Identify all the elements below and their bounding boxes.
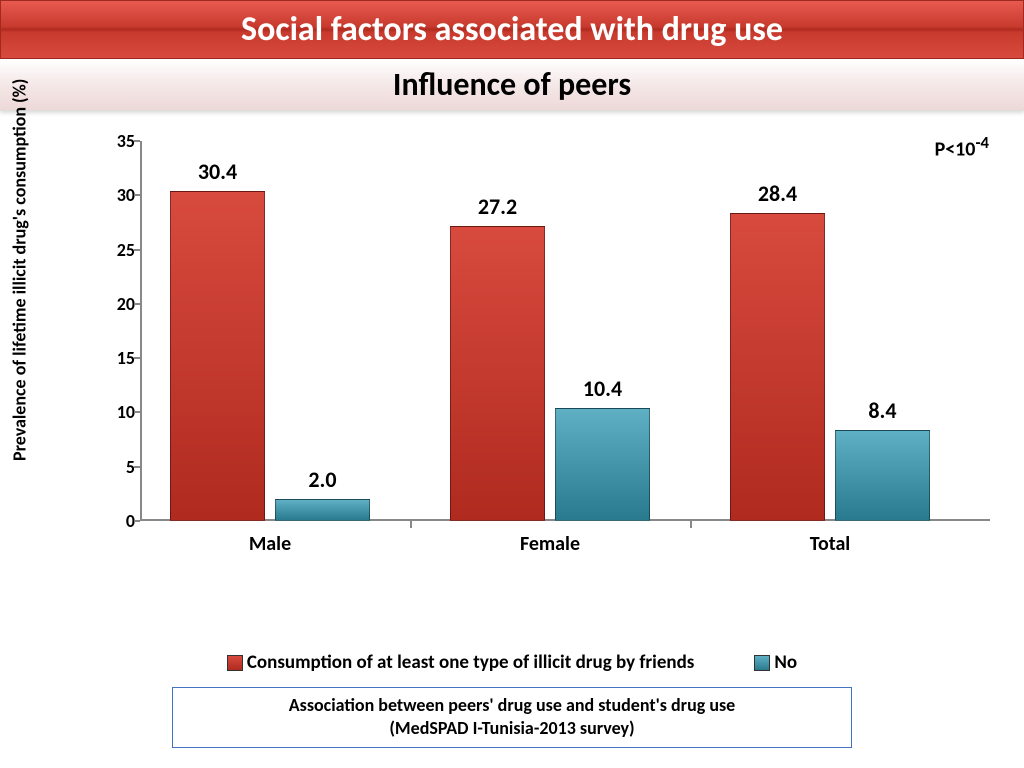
bar — [170, 191, 265, 521]
x-tick-mark — [410, 521, 412, 528]
y-tick-label: 25 — [100, 239, 135, 261]
y-tick-mark — [134, 520, 140, 522]
legend-item: No — [754, 651, 797, 674]
chart-legend: Consumption of at least one type of illi… — [0, 641, 1024, 679]
y-tick-mark — [134, 249, 140, 251]
caption-box: Association between peers' drug use and … — [172, 687, 852, 748]
subtitle-bar: Influence of peers — [0, 59, 1024, 111]
bar-value-label: 10.4 — [583, 375, 622, 402]
legend-label: No — [774, 651, 797, 674]
y-tick-label: 35 — [100, 130, 135, 152]
page-title: Social factors associated with drug use — [241, 9, 783, 50]
category-label: Total — [810, 532, 850, 556]
bar-value-label: 27.2 — [478, 193, 517, 220]
y-tick-mark — [134, 466, 140, 468]
bar — [555, 408, 650, 521]
x-tick-mark — [690, 521, 692, 528]
caption-line-2: (MedSPAD I-Tunisia-2013 survey) — [389, 717, 634, 739]
chart-plot-area: 05101520253035Male30.42.0Female27.210.4T… — [140, 141, 990, 521]
y-tick-label: 0 — [100, 510, 135, 532]
bar — [835, 430, 930, 521]
chart-container: Prevalence of lifetime illicit drug's co… — [0, 111, 1024, 641]
legend-swatch — [227, 655, 243, 671]
title-bar: Social factors associated with drug use — [0, 0, 1024, 59]
y-tick-label: 5 — [100, 456, 135, 478]
y-tick-mark — [134, 140, 140, 142]
caption-line-1: Association between peers' drug use and … — [289, 694, 736, 716]
legend-swatch — [754, 655, 770, 671]
y-tick-mark — [134, 411, 140, 413]
bar-value-label: 28.4 — [758, 180, 797, 207]
legend-item: Consumption of at least one type of illi… — [227, 651, 695, 674]
page-subtitle: Influence of peers — [393, 65, 631, 104]
y-tick-label: 15 — [100, 347, 135, 369]
bar-value-label: 8.4 — [868, 397, 896, 424]
y-tick-mark — [134, 194, 140, 196]
category-label: Female — [520, 532, 580, 556]
y-tick-label: 10 — [100, 401, 135, 423]
y-axis-label: Prevalence of lifetime illicit drug's co… — [9, 311, 32, 331]
bar-value-label: 30.4 — [198, 158, 237, 185]
y-tick-mark — [134, 303, 140, 305]
bar-value-label: 2.0 — [308, 466, 336, 493]
category-label: Male — [249, 532, 291, 556]
y-tick-mark — [134, 357, 140, 359]
legend-label: Consumption of at least one type of illi… — [247, 651, 695, 674]
bar — [275, 499, 370, 521]
bar — [730, 213, 825, 521]
y-axis-line — [140, 141, 142, 521]
y-tick-label: 30 — [100, 184, 135, 206]
bar — [450, 226, 545, 521]
y-tick-label: 20 — [100, 293, 135, 315]
